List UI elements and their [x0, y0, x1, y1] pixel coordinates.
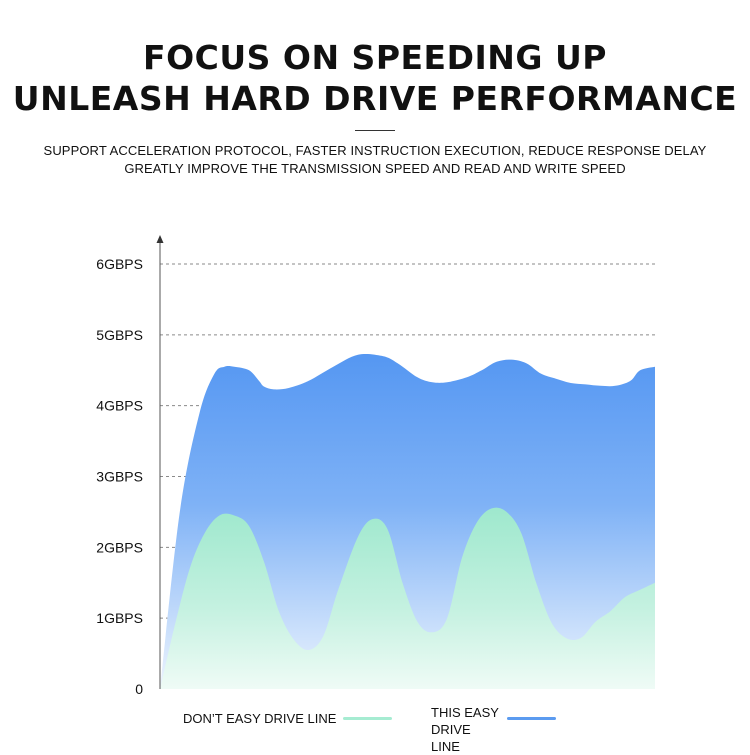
y-tick-label-6: 6GBPS: [96, 256, 143, 272]
tick-labels: 0 1GBPS 2GBPS 3GBPS 4GBPS 5GBPS 6GBPS: [96, 256, 143, 697]
area-series-dont-easy-drive: [160, 507, 655, 689]
subtitle-line2: GREATLY IMPROVE THE TRANSMISSION SPEED A…: [124, 161, 626, 176]
subtitle-line1: SUPPORT ACCELERATION PROTOCOL, FASTER IN…: [43, 143, 707, 158]
y-axis-arrow: [156, 235, 164, 243]
page-title-line1: FOCUS ON SPEEDING UP: [143, 38, 607, 77]
legend-swatch-this-easy-drive: [507, 717, 556, 720]
area-layer: [160, 353, 655, 689]
legend-label-dont-easy-drive: DON’T EASY DRIVE LINE: [183, 711, 337, 726]
axis-layer: [156, 235, 164, 689]
y-tick-label-5: 5GBPS: [96, 327, 143, 343]
legend-label-this-easy-drive-line1: THIS EASY: [431, 705, 499, 720]
y-tick-label-2: 2GBPS: [96, 539, 143, 555]
legend-label-this-easy-drive: THIS EASY DRIVE LINE: [431, 704, 501, 755]
y-tick-label-4: 4GBPS: [96, 398, 143, 414]
y-tick-label-1: 1GBPS: [96, 610, 143, 626]
page-title-line2: UNLEASH HARD DRIVE PERFORMANCE: [12, 79, 738, 118]
legend-swatch-dont-easy-drive: [343, 717, 392, 720]
y-tick-label-0: 0: [135, 681, 143, 697]
y-tick-label-3: 3GBPS: [96, 469, 143, 485]
title-divider: [355, 130, 395, 131]
